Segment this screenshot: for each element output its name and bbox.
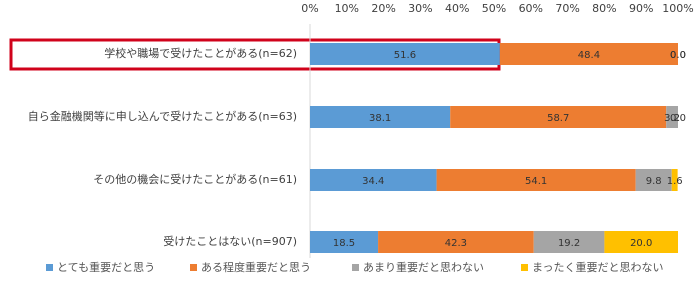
value-label: 51.6 [394, 50, 416, 61]
legend-label: まったく重要だと思わない [532, 260, 664, 274]
value-label: 20.0 [630, 238, 652, 249]
x-tick-label: 90% [629, 2, 653, 15]
bar-segment [436, 169, 636, 191]
category-label: その他の機会に受けたことがある(n=61) [93, 172, 297, 186]
bar-segment [635, 169, 672, 191]
bar-segment [671, 169, 678, 191]
x-tick-label: 60% [519, 2, 543, 15]
x-tick-label: 80% [592, 2, 616, 15]
value-label: 3.2 [664, 113, 680, 124]
value-label: 38.1 [369, 113, 391, 124]
legend-marker [46, 264, 53, 271]
x-tick-label: 30% [408, 2, 432, 15]
value-label: 58.7 [547, 113, 569, 124]
bar-segment [666, 106, 678, 128]
category-label: 受けたことはない(n=907) [163, 235, 297, 248]
bar-segment [310, 43, 500, 65]
bar-segment [450, 106, 667, 128]
x-tick-label: 10% [335, 2, 359, 15]
legend-marker [190, 264, 197, 271]
legend-label: あまり重要だと思わない [363, 260, 484, 274]
category-label: 自ら金融機関等に申し込んで受けたことがある(n=63) [28, 109, 297, 123]
value-label: 0.0 [670, 50, 686, 61]
value-label: 42.3 [445, 238, 467, 249]
legend-label: ある程度重要だと思う [201, 260, 311, 274]
x-tick-label: 0% [301, 2, 318, 15]
bar-segment [310, 231, 379, 253]
x-tick-label: 40% [445, 2, 469, 15]
x-tick-label: 20% [371, 2, 395, 15]
value-label: 48.4 [578, 50, 600, 61]
bar-segment [310, 169, 437, 191]
value-label: 34.4 [362, 176, 384, 187]
x-tick-label: 70% [555, 2, 579, 15]
value-label: 18.5 [333, 238, 355, 249]
category-label: 学校や職場で受けたことがある(n=62) [104, 46, 297, 60]
value-label: 19.2 [558, 238, 580, 249]
value-label: 1.6 [667, 176, 683, 187]
legend-label: とても重要だと思う [57, 260, 155, 274]
x-tick-label: 100% [662, 2, 693, 15]
x-tick-label: 50% [482, 2, 506, 15]
value-label: 0.0 [670, 113, 686, 124]
bar-segment [499, 43, 678, 65]
value-label: 0.0 [670, 50, 686, 61]
bar-segment [533, 231, 605, 253]
bar-segment [378, 231, 534, 253]
bar-segment [604, 231, 678, 253]
bar-segment [310, 106, 451, 128]
legend-marker [521, 264, 528, 271]
value-label: 54.1 [525, 176, 547, 187]
value-label: 9.8 [646, 176, 662, 187]
legend-marker [352, 264, 359, 271]
